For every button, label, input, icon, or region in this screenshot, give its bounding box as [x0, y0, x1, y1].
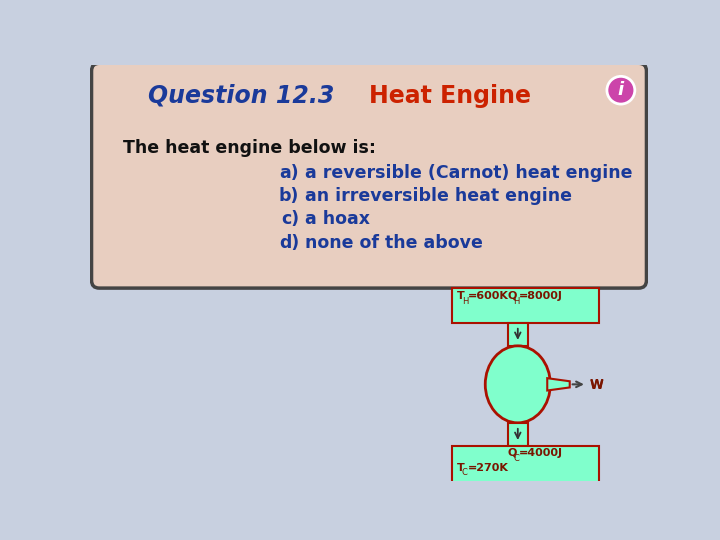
Text: =270K: =270K: [467, 463, 508, 472]
Text: a reversible (Carnot) heat engine: a reversible (Carnot) heat engine: [305, 164, 633, 181]
Text: H: H: [513, 296, 520, 306]
Text: i: i: [618, 81, 624, 99]
Text: W: W: [590, 378, 603, 391]
Text: Q: Q: [508, 291, 517, 301]
Circle shape: [607, 76, 635, 104]
Bar: [452, 288, 599, 323]
FancyBboxPatch shape: [91, 63, 647, 288]
Text: c): c): [281, 210, 300, 228]
Text: W: W: [590, 379, 603, 392]
Text: b): b): [279, 187, 300, 205]
Text: none of the above: none of the above: [305, 234, 483, 252]
Text: Question 12.3: Question 12.3: [148, 84, 334, 107]
Text: T: T: [456, 291, 464, 301]
Bar: [508, 423, 528, 446]
Text: The heat engine below is:: The heat engine below is:: [122, 139, 376, 157]
Text: d): d): [279, 234, 300, 252]
Text: C: C: [462, 468, 468, 477]
Text: =600K: =600K: [467, 291, 508, 301]
Text: =4000J: =4000J: [518, 448, 562, 458]
Text: Q: Q: [508, 448, 517, 458]
Bar: [452, 446, 599, 484]
Text: C: C: [513, 454, 519, 463]
Text: H: H: [462, 296, 469, 306]
Text: =8000J: =8000J: [518, 291, 562, 301]
Text: a): a): [279, 164, 300, 181]
Text: an irreversible heat engine: an irreversible heat engine: [305, 187, 572, 205]
Text: Heat Engine: Heat Engine: [369, 84, 531, 107]
Text: a hoax: a hoax: [305, 210, 371, 228]
Bar: [508, 323, 528, 346]
Ellipse shape: [485, 346, 550, 423]
Text: T: T: [456, 463, 464, 472]
Polygon shape: [547, 378, 570, 390]
